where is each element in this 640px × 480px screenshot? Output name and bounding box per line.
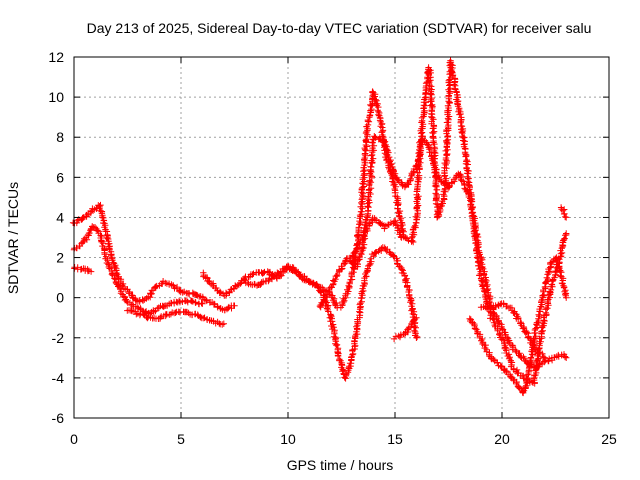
x-tick-label: 15 <box>387 431 403 447</box>
y-tick-label: 0 <box>56 290 64 306</box>
x-tick-label: 10 <box>280 431 296 447</box>
plot-frame <box>73 56 610 419</box>
data-points <box>69 57 570 397</box>
y-axis-label: SDTVAR / TECUs <box>5 182 21 294</box>
x-tick-label: 0 <box>70 431 78 447</box>
x-tick-label: 5 <box>177 431 185 447</box>
point-markers <box>124 307 227 328</box>
point-markers <box>466 254 570 397</box>
grid-lines <box>74 57 609 418</box>
y-tick-label: 10 <box>48 89 64 105</box>
point-markers <box>477 300 548 361</box>
series-track-4 <box>124 307 227 328</box>
y-tick-label: 2 <box>56 250 64 266</box>
y-tick-label: 8 <box>56 129 64 145</box>
point-markers <box>557 204 570 221</box>
point-markers <box>200 263 341 311</box>
y-tick-label: -2 <box>52 330 65 346</box>
x-tick-label: 25 <box>601 431 617 447</box>
series-track-5 <box>200 263 341 311</box>
y-tick-label: 4 <box>56 209 64 225</box>
y-tick-label: 6 <box>56 169 64 185</box>
series-track-9 <box>349 214 405 261</box>
series-track-6 <box>241 244 421 382</box>
chart-title: Day 213 of 2025, Sidereal Day-to-day VTE… <box>87 20 592 36</box>
x-tick-label: 20 <box>494 431 510 447</box>
point-markers <box>349 214 405 261</box>
point-markers <box>69 201 238 314</box>
series-track-11 <box>466 254 570 397</box>
series-track-12 <box>477 300 548 361</box>
series-track-3 <box>71 264 95 275</box>
x-axis-ticks: 0 5 10 15 20 25 <box>70 57 617 447</box>
series-track-2 <box>69 201 238 314</box>
point-markers <box>390 314 420 343</box>
point-markers <box>241 244 421 382</box>
point-markers <box>71 264 95 275</box>
y-tick-label: 12 <box>48 49 64 65</box>
y-axis-ticks: -6 -4 -2 0 2 4 6 8 10 12 <box>48 49 609 426</box>
series-track-10 <box>390 314 420 343</box>
y-tick-label: -6 <box>52 410 65 426</box>
x-axis-label: GPS time / hours <box>287 457 394 473</box>
point-markers <box>337 57 570 387</box>
y-tick-label: -4 <box>52 370 65 386</box>
series-track-13 <box>557 204 570 221</box>
series-track-8 <box>337 57 570 387</box>
